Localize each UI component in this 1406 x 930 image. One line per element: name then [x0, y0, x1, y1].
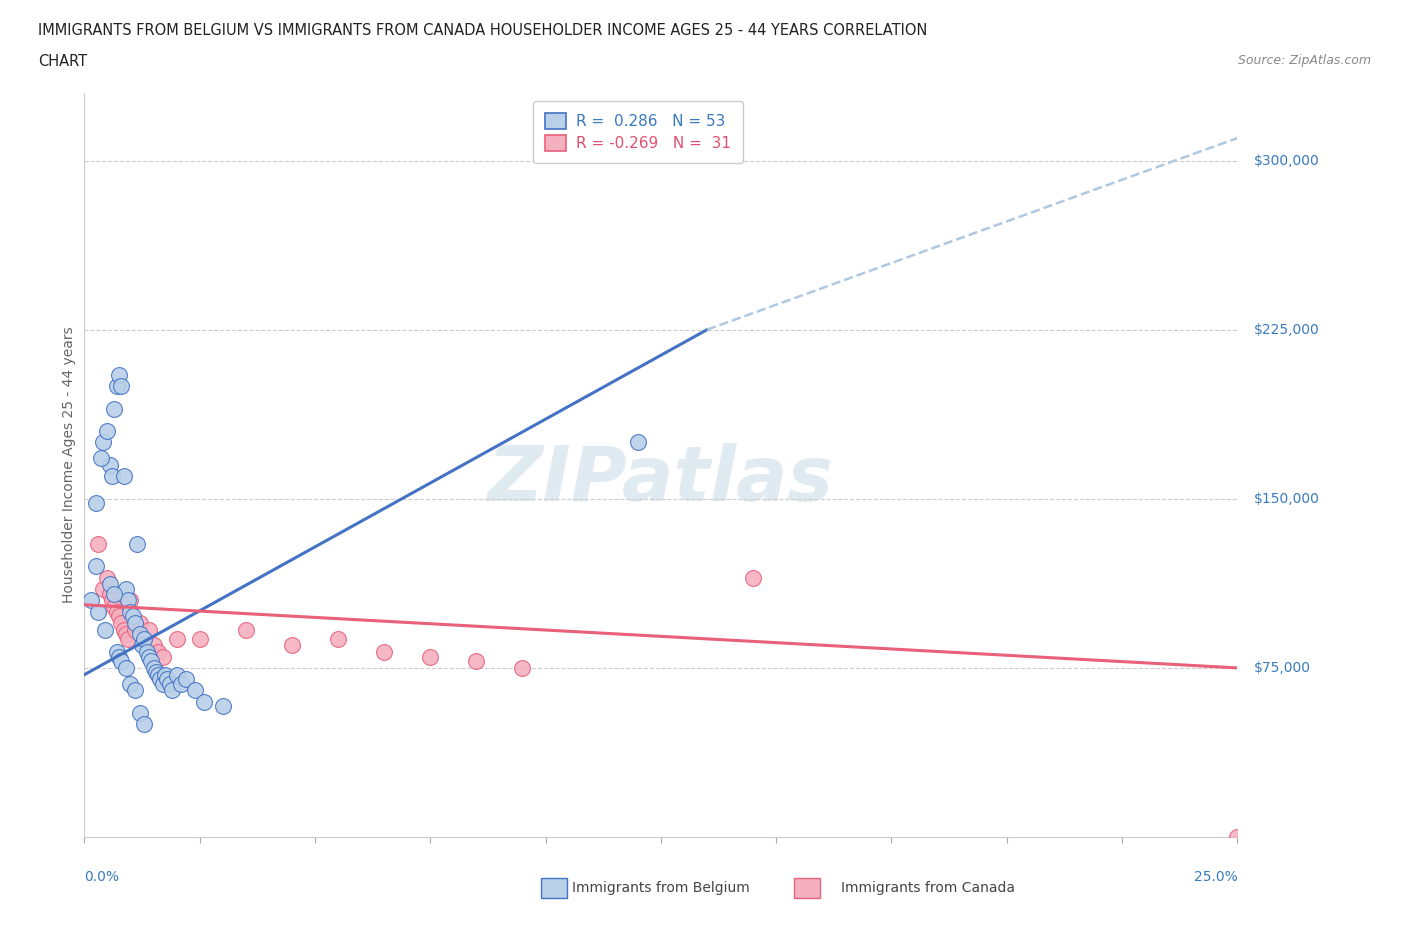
Point [112, 469, 135, 484]
Point [98, 577, 121, 591]
Point [84, 496, 107, 511]
Text: $150,000: $150,000 [1254, 492, 1320, 506]
Text: $225,000: $225,000 [1254, 323, 1320, 337]
Point [124, 683, 146, 698]
Legend: R =  0.286   N = 53, R = -0.269   N =  31: R = 0.286 N = 53, R = -0.269 N = 31 [533, 100, 742, 163]
Text: $75,000: $75,000 [1254, 661, 1312, 675]
Point [121, 608, 143, 623]
Point [326, 631, 349, 646]
Point [188, 631, 211, 646]
Point [87, 537, 110, 551]
Point [141, 654, 163, 669]
Text: ZIPatlas: ZIPatlas [488, 443, 834, 517]
Point [105, 644, 128, 659]
Point [742, 570, 765, 585]
Point [146, 667, 169, 682]
Point [117, 631, 139, 646]
Point [146, 644, 169, 659]
Point [98, 586, 121, 601]
Point [627, 435, 650, 450]
Point [115, 627, 138, 642]
Point [110, 616, 132, 631]
Point [419, 649, 441, 664]
Point [142, 660, 165, 675]
Point [145, 665, 167, 680]
Point [87, 604, 110, 619]
Point [103, 401, 125, 416]
Point [105, 604, 128, 619]
Point [101, 469, 124, 484]
Point [138, 622, 160, 637]
Point [156, 671, 179, 686]
Point [103, 586, 125, 601]
Text: 0.0%: 0.0% [84, 870, 120, 884]
Point [124, 622, 146, 637]
Text: Immigrants from Belgium: Immigrants from Belgium [572, 881, 749, 896]
Point [159, 676, 181, 691]
Point [96, 570, 118, 585]
Point [235, 622, 257, 637]
Point [101, 592, 124, 607]
Point [112, 622, 135, 637]
Point [1226, 830, 1249, 844]
Point [193, 695, 215, 710]
Point [170, 676, 193, 691]
Point [149, 671, 172, 686]
Text: $300,000: $300,000 [1254, 153, 1320, 167]
Point [166, 667, 188, 682]
Point [103, 600, 125, 615]
Point [110, 379, 132, 393]
Text: IMMIGRANTS FROM BELGIUM VS IMMIGRANTS FROM CANADA HOUSEHOLDER INCOME AGES 25 - 4: IMMIGRANTS FROM BELGIUM VS IMMIGRANTS FR… [38, 23, 928, 38]
Point [134, 631, 156, 646]
Point [512, 660, 534, 675]
Point [153, 667, 176, 682]
Point [91, 435, 114, 450]
Point [131, 638, 153, 653]
Point [110, 654, 132, 669]
Text: CHART: CHART [38, 54, 87, 69]
Point [120, 676, 142, 691]
Point [128, 627, 150, 642]
Point [160, 683, 183, 698]
Point [134, 717, 156, 732]
Point [108, 608, 131, 623]
Point [120, 592, 142, 607]
Point [127, 537, 149, 551]
Point [128, 706, 150, 721]
Point [373, 644, 395, 659]
Point [115, 660, 138, 675]
Text: Source: ZipAtlas.com: Source: ZipAtlas.com [1237, 54, 1371, 67]
Point [152, 649, 174, 664]
Y-axis label: Householder Income Ages 25 - 44 years: Householder Income Ages 25 - 44 years [62, 326, 76, 604]
Point [138, 649, 160, 664]
Point [281, 638, 304, 653]
Point [117, 592, 139, 607]
Point [128, 616, 150, 631]
Point [174, 671, 197, 686]
Point [115, 581, 138, 596]
Point [134, 631, 156, 646]
Point [211, 698, 233, 713]
Point [142, 638, 165, 653]
Point [94, 622, 117, 637]
Point [108, 367, 131, 382]
Text: 25.0%: 25.0% [1194, 870, 1237, 884]
Point [98, 458, 121, 472]
Point [105, 379, 128, 393]
Point [135, 644, 157, 659]
Point [124, 616, 146, 631]
Point [89, 451, 111, 466]
Point [166, 631, 188, 646]
Point [465, 654, 488, 669]
Point [84, 559, 107, 574]
Point [108, 649, 131, 664]
Point [91, 581, 114, 596]
Text: Immigrants from Canada: Immigrants from Canada [841, 881, 1015, 896]
Point [80, 592, 103, 607]
Point [96, 424, 118, 439]
Point [120, 604, 142, 619]
Point [152, 676, 174, 691]
Point [184, 683, 207, 698]
